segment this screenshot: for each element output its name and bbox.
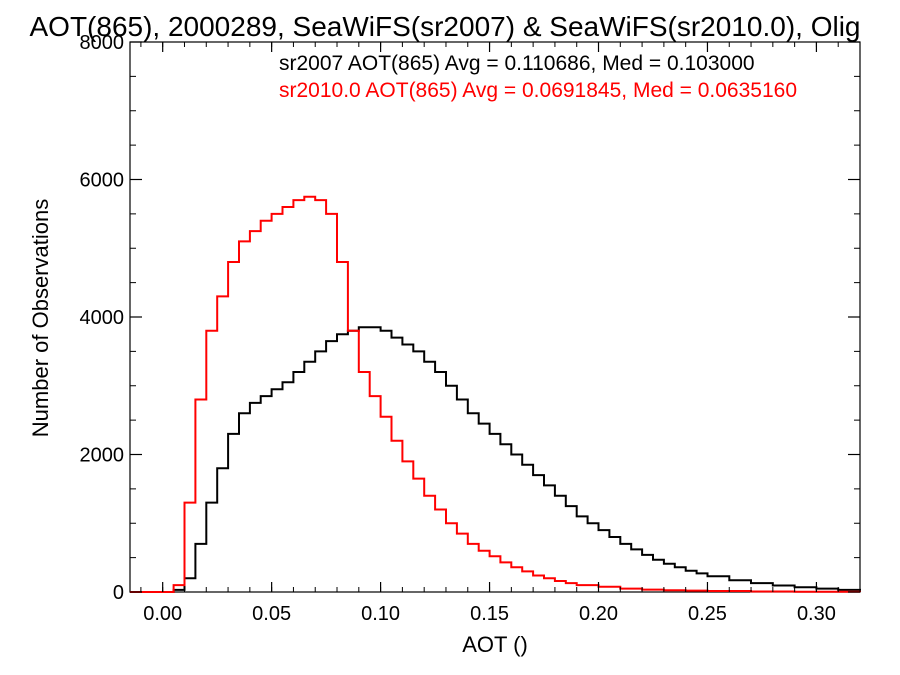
- x-tick-label: 0.25: [688, 603, 727, 625]
- chart-title: AOT(865), 2000289, SeaWiFS(sr2007) & Sea…: [29, 11, 860, 42]
- axes-layer: 0.00 0.05 0.10 0.15 0.20 0.25 0.30 0 2000 4000 600…: [80, 32, 861, 625]
- plot-area: [129, 41, 861, 593]
- x-tick-label: 0.30: [797, 603, 836, 625]
- x-tick-label: 0.05: [252, 603, 291, 625]
- y-tick-label: 0: [113, 582, 124, 604]
- x-tick-label: 0.00: [143, 603, 182, 625]
- plot-frame: [129, 41, 861, 593]
- y-tick-label: 4000: [80, 307, 125, 329]
- y-tick-label: 2000: [80, 445, 125, 467]
- y-axis-label: Number of Observations: [28, 199, 53, 437]
- series-layer: [130, 195, 861, 593]
- x-tick-label: 0.10: [361, 603, 400, 625]
- series-line-1: [130, 195, 861, 593]
- x-axis-label: AOT (): [462, 632, 528, 657]
- legend-annotation-sr2007: sr2007 AOT(865) Avg = 0.110686, Med = 0.…: [279, 52, 755, 75]
- series-line-0: [130, 326, 861, 593]
- x-tick-label: 0.15: [470, 603, 509, 625]
- x-tick-label: 0.20: [579, 603, 618, 625]
- y-tick-label: 6000: [80, 170, 125, 192]
- legend-annotation-sr2010: sr2010.0 AOT(865) Avg = 0.0691845, Med =…: [279, 79, 797, 102]
- y-tick-label: 8000: [80, 32, 125, 54]
